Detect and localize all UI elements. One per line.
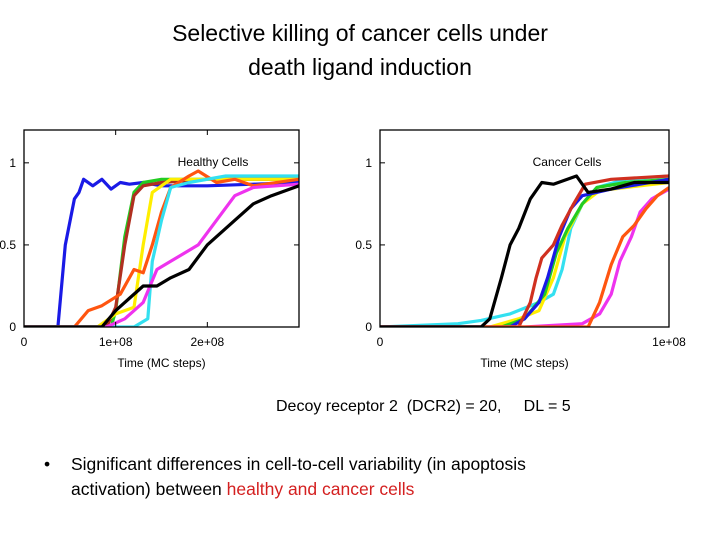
series-line-5 [24,169,299,327]
bullet-text: Significant differences in cell-to-cell … [71,452,526,502]
healthy-cells-chart: 0 0.5 1 0 1e+08 2e+08 Time (MC steps) Healthy C… [0,129,300,370]
bullet-line2-prefix: activation) between [71,479,227,499]
x-axis-label: Time (MC steps) [117,356,205,370]
x-tick-label: 0 [377,335,384,349]
chart-title: Healthy Cells [178,155,249,169]
plot-frame [23,129,300,328]
series-line-8 [24,184,299,327]
plot-frame [379,129,670,328]
bullet-symbol: • [44,454,51,474]
series-line-1 [24,177,299,327]
series-line-8 [380,174,669,327]
series-line-3 [380,177,669,327]
bullet-line2: activation) between healthy and cancer c… [71,477,526,502]
series-line-4 [380,177,669,327]
series-line-2 [380,180,669,327]
slide-title-line1: Selective killing of cancer cells under [172,20,548,46]
slide-title: Selective killing of cancer cells under … [0,16,720,84]
bullet-highlight: healthy and cancer cells [226,479,415,499]
y-tick-label: 0.5 [355,238,372,252]
chart-title: Cancer Cells [533,155,602,169]
series-line-7 [24,182,299,327]
series-line-5 [380,174,669,327]
x-axis-label: Time (MC steps) [480,356,568,370]
y-tick-label: 0 [365,320,372,334]
y-tick-label: 0.5 [0,238,16,252]
series-line-7 [380,186,669,327]
x-tick-label: 1e+08 [99,335,133,349]
series-line-6 [24,174,299,327]
x-tick-label: 1e+08 [652,335,686,349]
x-tick-label: 0 [21,335,28,349]
y-tick-label: 1 [9,156,16,170]
series-line-6 [380,187,669,327]
bullet-line1: Significant differences in cell-to-cell … [71,454,526,474]
series-line-4 [24,177,299,327]
slide-title-line2: death ligand induction [248,54,472,80]
x-tick-label: 2e+08 [190,335,224,349]
parameter-caption: Decoy receptor 2 (DCR2) = 20, DL = 5 [276,398,571,415]
y-tick-label: 0 [9,320,16,334]
cancer-cells-chart: 0 0.5 1 0 1e+08 Time (MC steps) Cancer Cells [355,129,686,370]
y-tick-label: 1 [365,156,372,170]
